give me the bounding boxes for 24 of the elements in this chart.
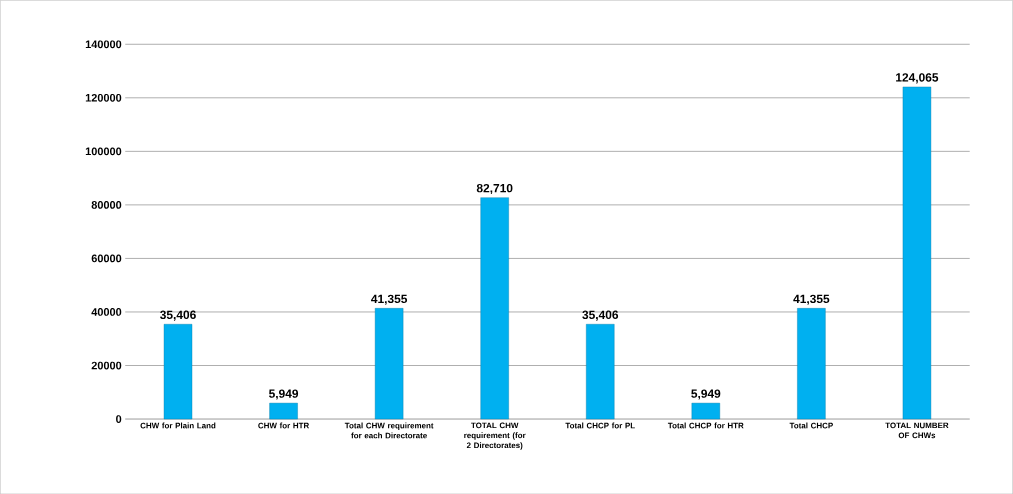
data-label: 5,949 <box>269 389 299 400</box>
y-tick-label: 100000 <box>85 147 122 156</box>
bar <box>902 86 932 420</box>
y-tick-label: 20000 <box>91 361 122 370</box>
data-label: 35,406 <box>160 310 196 321</box>
bar <box>374 308 404 420</box>
y-tick-label: 0 <box>116 415 122 423</box>
data-label: 35,406 <box>582 310 619 321</box>
bar <box>797 308 826 420</box>
data-label: 5,949 <box>691 389 721 400</box>
data-label: 124,065 <box>896 73 939 84</box>
bar <box>269 402 298 420</box>
data-label: 82,710 <box>476 183 513 194</box>
data-label: 41,355 <box>371 294 408 305</box>
y-tick-label: 120000 <box>85 93 122 102</box>
y-tick-label: 60000 <box>91 254 122 263</box>
bar <box>691 402 721 420</box>
y-tick-label: 40000 <box>91 307 122 316</box>
bar <box>163 323 193 420</box>
bar <box>480 197 509 420</box>
y-tick-label: 80000 <box>91 200 122 209</box>
y-tick-label: 140000 <box>85 40 122 49</box>
data-label: 41,355 <box>793 294 830 305</box>
bar <box>586 323 615 420</box>
